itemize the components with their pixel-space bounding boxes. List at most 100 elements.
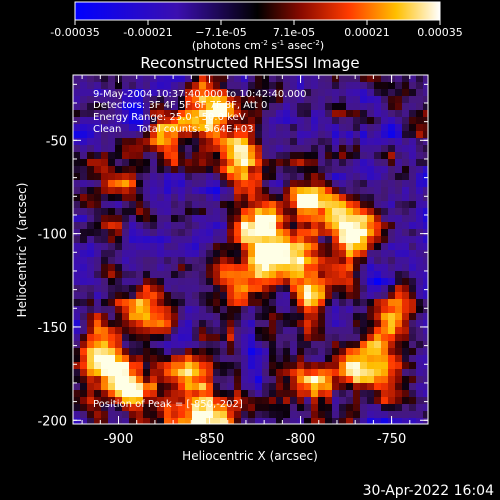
heatmap-cell — [325, 145, 333, 153]
heatmap-cell — [367, 313, 375, 321]
heatmap-cell — [311, 215, 319, 223]
heatmap-cell — [255, 334, 263, 342]
heatmap-cell — [164, 376, 172, 384]
heatmap-cell — [150, 306, 158, 314]
heatmap-cell — [241, 180, 249, 188]
heatmap-cell — [185, 320, 193, 328]
heatmap-cell — [255, 411, 263, 419]
heatmap-cell — [199, 271, 207, 279]
heatmap-cell — [353, 327, 361, 335]
heatmap-cell — [374, 194, 382, 202]
heatmap-cell — [360, 257, 368, 265]
heatmap-cell — [423, 194, 428, 202]
heatmap-cell — [318, 173, 326, 181]
heatmap-cell — [269, 166, 277, 174]
heatmap-cell — [353, 82, 361, 90]
heatmap-cell — [283, 341, 291, 349]
heatmap-cell — [255, 229, 263, 237]
heatmap-cell — [325, 418, 333, 424]
heatmap-cell — [304, 145, 312, 153]
heatmap-cell — [192, 152, 200, 160]
heatmap-cell — [220, 222, 228, 230]
heatmap-cell — [318, 117, 326, 125]
heatmap-cell — [423, 215, 428, 223]
heatmap-cell — [234, 257, 242, 265]
heatmap-cell — [171, 390, 179, 398]
heatmap-cell — [367, 390, 375, 398]
heatmap-cell — [332, 236, 340, 244]
heatmap-cell — [311, 117, 319, 125]
heatmap-cell — [192, 138, 200, 146]
heatmap-cell — [234, 327, 242, 335]
heatmap-cell — [206, 355, 214, 363]
heatmap-cell — [416, 257, 424, 265]
heatmap-cell — [402, 348, 410, 356]
heatmap-cell — [269, 411, 277, 419]
heatmap-cell — [94, 243, 102, 251]
heatmap-cell — [199, 201, 207, 209]
heatmap-cell — [234, 117, 242, 125]
heatmap-cell — [381, 75, 389, 83]
heatmap-cell — [185, 376, 193, 384]
heatmap-cell — [388, 376, 396, 384]
heatmap-cell — [290, 404, 298, 412]
heatmap-cell — [164, 187, 172, 195]
heatmap-cell — [262, 236, 270, 244]
heatmap-cell — [80, 229, 88, 237]
heatmap-cell — [332, 208, 340, 216]
heatmap-cell — [269, 362, 277, 370]
heatmap-cell — [157, 215, 165, 223]
heatmap-cell — [304, 341, 312, 349]
heatmap-cell — [374, 348, 382, 356]
heatmap-cell — [213, 173, 221, 181]
heatmap-cell — [241, 222, 249, 230]
heatmap-cell — [304, 362, 312, 370]
heatmap-cell — [234, 334, 242, 342]
heatmap-cell — [297, 264, 305, 272]
heatmap-cell — [94, 313, 102, 321]
heatmap-cell — [269, 103, 277, 111]
heatmap-cell — [255, 299, 263, 307]
heatmap-cell — [80, 180, 88, 188]
heatmap-cell — [87, 131, 95, 139]
heatmap-cell — [409, 82, 417, 90]
heatmap-cell — [269, 278, 277, 286]
heatmap-cell — [178, 257, 186, 265]
heatmap-cell — [157, 390, 165, 398]
heatmap-cell — [213, 257, 221, 265]
heatmap-cell — [94, 110, 102, 118]
y-tick-label: -150 — [37, 321, 67, 336]
heatmap-cell — [115, 117, 123, 125]
heatmap-cell — [157, 348, 165, 356]
heatmap-cell — [409, 173, 417, 181]
heatmap-cell — [213, 285, 221, 293]
heatmap-cell — [248, 334, 256, 342]
heatmap-cell — [395, 404, 403, 412]
heatmap-cell — [129, 194, 137, 202]
heatmap-cell — [346, 390, 354, 398]
heatmap-cell — [290, 243, 298, 251]
heatmap-cell — [360, 180, 368, 188]
heatmap-cell — [234, 299, 242, 307]
heatmap-cell — [129, 369, 137, 377]
heatmap-cell — [80, 166, 88, 174]
heatmap-cell — [150, 124, 158, 132]
heatmap-cell — [150, 194, 158, 202]
heatmap-cell — [290, 355, 298, 363]
heatmap-cell — [227, 341, 235, 349]
heatmap-cell — [241, 271, 249, 279]
heatmap-cell — [423, 313, 428, 321]
heatmap-cell — [374, 313, 382, 321]
heatmap-cell — [304, 355, 312, 363]
heatmap-cell — [143, 383, 151, 391]
heatmap-cell — [402, 334, 410, 342]
heatmap-cell — [311, 313, 319, 321]
heatmap-cell — [423, 397, 428, 405]
heatmap-cell — [157, 285, 165, 293]
heatmap-cell — [276, 411, 284, 419]
heatmap-cell — [206, 334, 214, 342]
heatmap-cell — [234, 82, 242, 90]
heatmap-cell — [171, 201, 179, 209]
heatmap-cell — [311, 411, 319, 419]
heatmap-cell — [73, 299, 81, 307]
